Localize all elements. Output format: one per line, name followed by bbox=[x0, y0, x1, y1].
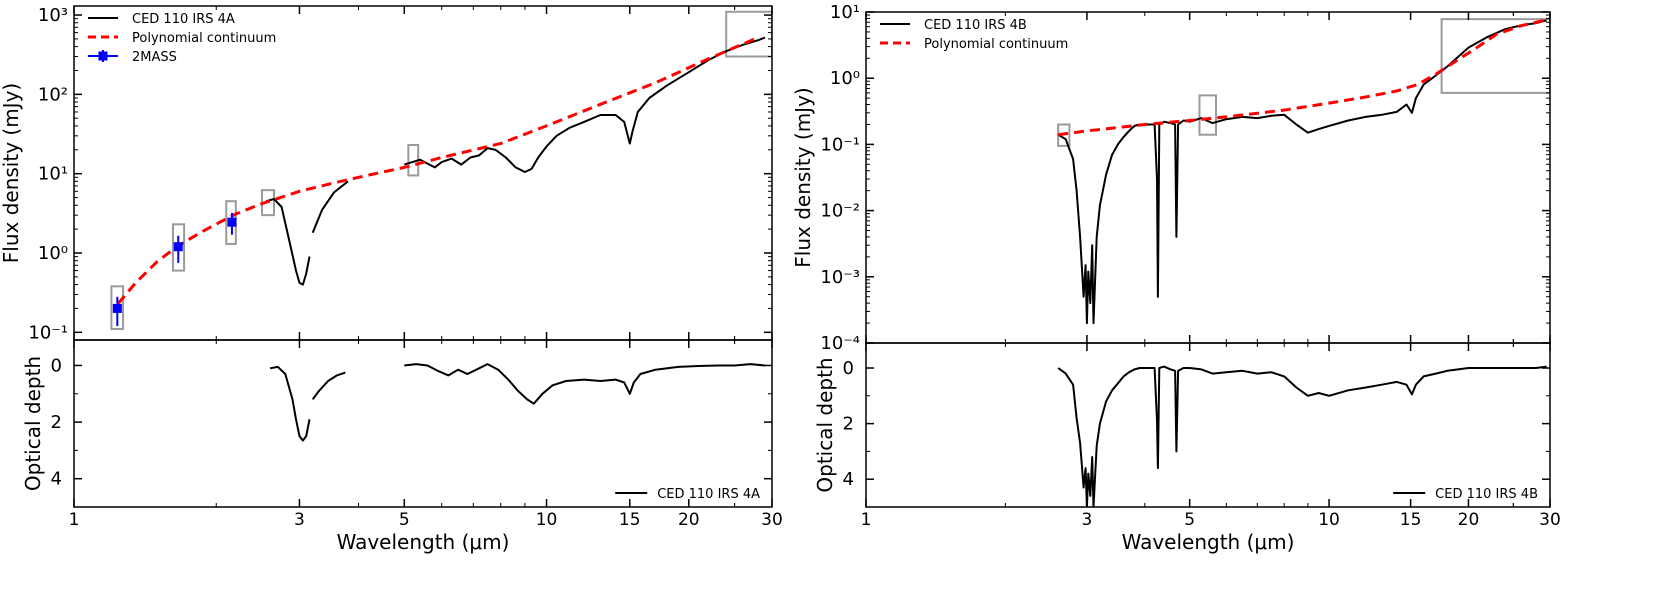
2mass-point bbox=[227, 217, 237, 227]
y-tick-label: 10¹ bbox=[830, 2, 860, 23]
legend-label: CED 110 IRS 4A bbox=[657, 487, 760, 502]
x-tick-label: 20 bbox=[678, 510, 700, 530]
x-tick-label: 1 bbox=[861, 510, 872, 530]
y-tick-label: 4 bbox=[843, 469, 854, 490]
y-tick-label: 10⁻¹ bbox=[28, 322, 68, 343]
y-tick-label: 0 bbox=[51, 355, 62, 376]
legend-label: CED 110 IRS 4A bbox=[132, 12, 235, 27]
x-tick-label: 3 bbox=[1082, 510, 1093, 530]
top-axes-frame bbox=[73, 5, 773, 341]
x-tick-label: 15 bbox=[619, 510, 641, 530]
x-axis-label: Wavelength (μm) bbox=[1122, 530, 1295, 554]
y-tick-label: 4 bbox=[51, 469, 62, 490]
top-plot-area bbox=[110, 10, 772, 331]
y-tick-label: 10⁰ bbox=[830, 68, 860, 89]
2mass-point bbox=[112, 303, 122, 313]
y-tick-label: 10⁻¹ bbox=[820, 134, 860, 155]
x-tick-label: 10 bbox=[536, 510, 558, 530]
legend-label: Polynomial continuum bbox=[924, 37, 1068, 52]
x-tick-label: 3 bbox=[294, 510, 305, 530]
spectrum-line bbox=[1057, 19, 1547, 325]
continuum-line bbox=[1058, 18, 1547, 137]
y-tick-label: 10² bbox=[38, 84, 68, 105]
highlight-box bbox=[110, 285, 125, 331]
x-tick-label: 20 bbox=[1458, 510, 1480, 530]
y-tick-label: 2 bbox=[843, 414, 854, 435]
bottom-plot-area bbox=[1057, 365, 1547, 507]
y-axis-label-top: Flux density (mJy) bbox=[791, 87, 815, 267]
continuum-line bbox=[116, 36, 759, 305]
spectrum-line bbox=[311, 180, 349, 234]
legend-2mass-marker bbox=[98, 51, 108, 61]
bottom-plot-area bbox=[269, 363, 766, 442]
spectrum-line bbox=[265, 198, 311, 286]
y-axis-label-bottom: Optical depth bbox=[813, 357, 837, 492]
bottom-axes-frame bbox=[865, 342, 1551, 508]
x-tick-label: 30 bbox=[1539, 510, 1561, 530]
legend-label: CED 110 IRS 4B bbox=[1435, 487, 1538, 502]
legend-label: 2MASS bbox=[132, 50, 177, 65]
legend-label: CED 110 IRS 4B bbox=[924, 18, 1027, 33]
x-tick-label: 10 bbox=[1318, 510, 1340, 530]
y-tick-label: 10³ bbox=[38, 5, 68, 26]
y-tick-label: 10¹ bbox=[38, 164, 68, 185]
highlight-box bbox=[172, 223, 186, 272]
2mass-point bbox=[173, 242, 183, 252]
y-tick-label: 0 bbox=[843, 358, 854, 379]
optical-depth-line bbox=[404, 363, 766, 405]
y-tick-label: 2 bbox=[51, 412, 62, 433]
top-axes-frame bbox=[865, 11, 1551, 344]
x-tick-label: 1 bbox=[69, 510, 80, 530]
top-plot-area bbox=[1057, 18, 1550, 325]
spectrum-line bbox=[404, 36, 766, 173]
optical-depth-line bbox=[311, 371, 346, 400]
y-tick-label: 10⁰ bbox=[38, 243, 68, 264]
x-tick-label: 15 bbox=[1400, 510, 1422, 530]
legend-label: Polynomial continuum bbox=[132, 31, 276, 46]
y-tick-label: 10⁻⁴ bbox=[820, 333, 860, 354]
y-axis-label-top: Flux density (mJy) bbox=[0, 83, 23, 263]
bottom-axes-frame bbox=[73, 339, 773, 508]
x-tick-label: 5 bbox=[1184, 510, 1195, 530]
x-tick-label: 5 bbox=[399, 510, 410, 530]
x-tick-label: 30 bbox=[761, 510, 783, 530]
y-axis-label-bottom: Optical depth bbox=[21, 356, 45, 491]
x-axis-label: Wavelength (μm) bbox=[337, 530, 510, 554]
optical-depth-line bbox=[269, 365, 311, 442]
y-tick-label: 10⁻² bbox=[820, 201, 860, 222]
y-tick-label: 10⁻³ bbox=[820, 267, 860, 288]
highlight-box bbox=[1198, 94, 1218, 136]
optical-depth-line bbox=[1057, 365, 1547, 507]
